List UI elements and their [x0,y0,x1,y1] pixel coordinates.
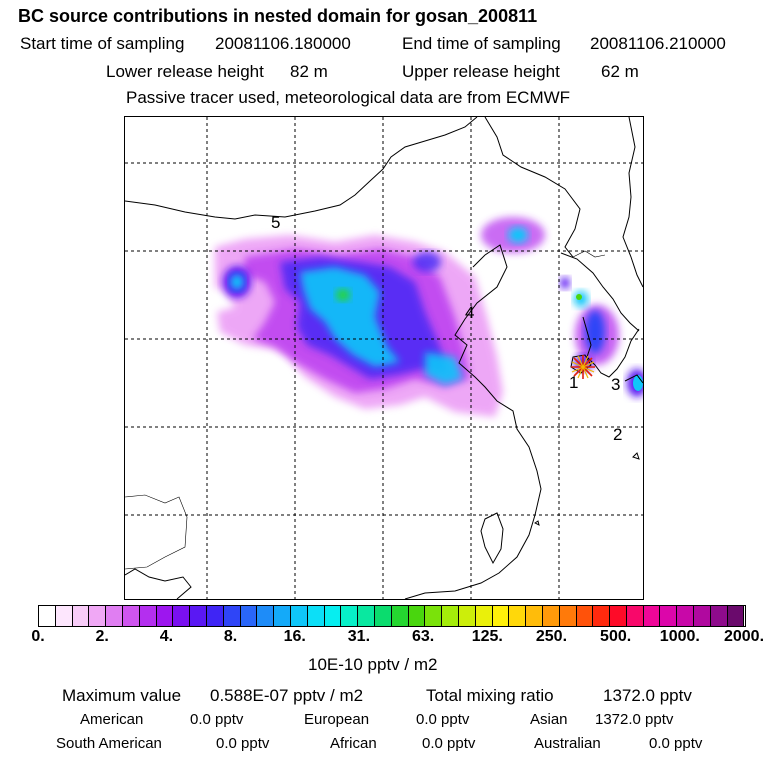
colorbar-swatch [509,606,527,626]
start-time-label: Start time of sampling [20,34,185,53]
region-name-asian: Asian [530,711,568,728]
map-panel: 1 2 3 4 5 [124,116,644,600]
colorbar-swatch [694,606,711,626]
colorbar-swatch [660,606,678,626]
colorbar-swatch [55,606,73,626]
region-name-african: African [330,735,377,752]
max-value: 0.588E-07 pptv / m2 [210,686,364,705]
colorbar-swatch [72,606,90,626]
colorbar-tick-label: 2000. [723,628,765,645]
colorbar-swatch [425,606,443,626]
colorbar-swatch [39,606,56,626]
region-value-australian: 0.0 pptv [649,735,703,752]
star-icon [571,355,595,379]
end-time-value: 20081106.210000 [590,34,726,53]
colorbar-swatch [206,606,224,626]
region-value-american: 0.0 pptv [190,711,244,728]
colorbar-swatch [290,606,308,626]
lower-release-value: 82 m [290,62,328,81]
colorbar-swatch [89,606,107,626]
region-label-5: 5 [271,213,281,232]
colorbar-swatch [626,606,644,626]
colorbar-swatch [492,606,510,626]
region-name-european: European [304,711,370,728]
max-value-label: Maximum value [62,686,182,705]
colorbar-tick-label: 2. [95,628,109,645]
colorbar-swatch [106,606,123,626]
colorbar-swatch [475,606,493,626]
colorbar-swatch [408,606,426,626]
colorbar-swatch [643,606,661,626]
colorbar-swatch [190,606,207,626]
colorbar-tick-label: 8. [223,628,238,645]
region-value-african: 0.0 pptv [422,735,476,752]
colorbar-swatch [223,606,241,626]
region-name-australian: Australian [534,735,601,752]
colorbar-swatch [542,606,560,626]
start-time-value: 20081106.180000 [215,34,351,53]
colorbar-tick-label: 1000. [659,628,700,645]
colorbar-swatch [324,606,342,626]
region-name-south-american: South American [56,735,162,752]
region-label-4: 4 [465,303,475,322]
region-value-asian: 1372.0 pptv [595,711,674,728]
concentration-plume [215,217,643,417]
region-label-1: 1 [569,373,579,392]
colorbar-swatch [442,606,459,626]
colorbar-swatch [307,606,325,626]
colorbar-swatch [610,606,627,626]
page-title: BC source contributions in nested domain… [18,6,538,26]
total-mixing-value: 1372.0 pptv [603,686,692,705]
colorbar-swatch [257,606,275,626]
colorbar-swatch [727,606,745,626]
colorbar-swatch [173,606,191,626]
colorbar-swatch [240,606,258,626]
region-value-south-american: 0.0 pptv [216,735,270,752]
colorbar-swatch [274,606,291,626]
colorbar-swatch [358,606,375,626]
colorbar-unit: 10E-10 pptv / m2 [308,655,438,674]
colorbar-swatch [374,606,392,626]
colorbar-swatch [458,606,476,626]
colorbar-swatch [710,606,728,626]
region-label-2: 2 [613,425,623,444]
colorbar-tick-label: 16. [283,628,306,645]
colorbar-swatch [139,606,157,626]
end-time-label: End time of sampling [402,34,561,53]
borders [125,250,606,570]
colorbar-tick-label: 31. [347,628,371,645]
region-name-american: American [80,711,144,728]
colorbar-tick-label: 63. [411,628,435,645]
colorbar-swatch [559,606,577,626]
colorbar-tick-label: 500. [600,628,632,645]
colorbar-swatch [156,606,174,626]
lower-release-label: Lower release height [106,62,264,81]
upper-release-label: Upper release height [402,62,560,81]
colorbar-swatch [593,606,611,626]
colorbar-swatch [576,606,594,626]
colorbar-swatch [341,606,359,626]
colorbar-swatch [677,606,695,626]
map-canvas [125,117,643,599]
lat-lon-grid [125,117,643,599]
upper-release-value: 62 m [601,62,639,81]
colorbar [38,605,746,627]
region-value-european: 0.0 pptv [416,711,470,728]
colorbar-swatch [122,606,140,626]
colorbar-tick-label: 4. [159,628,174,645]
total-mixing-label: Total mixing ratio [426,686,554,705]
colorbar-tick-label: 250. [535,628,568,645]
region-label-3: 3 [611,375,621,394]
colorbar-swatch [526,606,543,626]
tracer-note: Passive tracer used, meteorological data… [126,88,571,107]
colorbar-tick-label: 0. [31,628,45,645]
colorbar-swatch [391,606,409,626]
colorbar-tick-label: 125. [471,628,503,645]
